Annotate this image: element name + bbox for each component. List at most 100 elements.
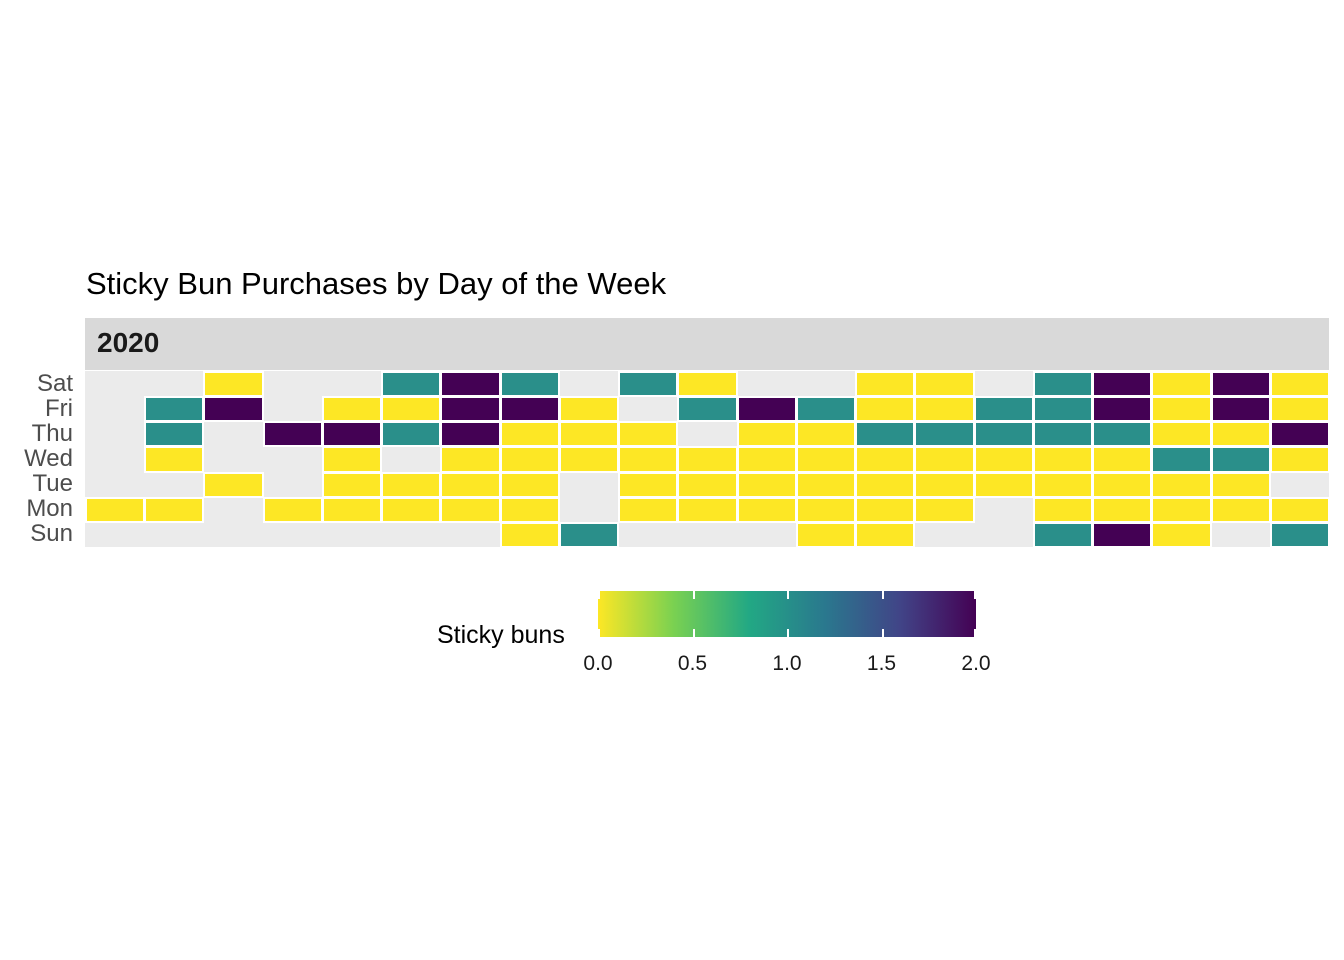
heatmap-cell bbox=[440, 421, 501, 448]
heatmap-cell bbox=[440, 496, 501, 523]
heatmap-cell bbox=[855, 396, 916, 423]
heatmap-cell bbox=[618, 471, 679, 498]
heatmap-cell bbox=[1210, 371, 1271, 398]
heatmap-cell bbox=[558, 396, 620, 423]
y-tick-label: Sun bbox=[30, 520, 73, 548]
heatmap-cell bbox=[1032, 521, 1094, 548]
heatmap-cell bbox=[381, 421, 442, 448]
heatmap-cell bbox=[618, 496, 679, 523]
heatmap-cell bbox=[914, 421, 975, 448]
heatmap-cell bbox=[618, 446, 679, 473]
heatmap-cell bbox=[1032, 396, 1094, 423]
heatmap-cell bbox=[1151, 446, 1212, 473]
heatmap-cell bbox=[1092, 496, 1153, 523]
heatmap-cell bbox=[795, 471, 857, 498]
heatmap-cell bbox=[499, 496, 560, 523]
heatmap-cell bbox=[1210, 471, 1271, 498]
heatmap-cell bbox=[1269, 496, 1330, 523]
legend-tick bbox=[881, 629, 884, 637]
heatmap-cell bbox=[914, 496, 975, 523]
legend-tick bbox=[598, 591, 600, 599]
heatmap-cell bbox=[618, 421, 679, 448]
legend-tick bbox=[974, 591, 976, 599]
heatmap-cell bbox=[499, 446, 560, 473]
heatmap-cell bbox=[855, 521, 916, 548]
heatmap-cell bbox=[855, 496, 916, 523]
heatmap-cell bbox=[558, 421, 620, 448]
y-tick-label: Sat bbox=[36, 369, 73, 397]
heatmap-cell bbox=[1092, 471, 1153, 498]
heatmap-cell bbox=[914, 471, 975, 498]
heatmap-cell bbox=[736, 396, 797, 423]
heatmap-cell bbox=[440, 446, 501, 473]
heatmap-cell bbox=[1151, 371, 1212, 398]
legend-tick-label: 0.5 bbox=[677, 652, 708, 675]
facet-label: 2020 bbox=[97, 327, 160, 358]
heatmap-cell bbox=[499, 371, 560, 398]
heatmap-cell bbox=[1151, 521, 1212, 548]
heatmap-cell bbox=[973, 471, 1034, 498]
legend-tick-label: 1.5 bbox=[866, 652, 897, 675]
heatmap-cell bbox=[144, 396, 205, 423]
heatmap-cell bbox=[321, 496, 383, 523]
heatmap-cell bbox=[203, 471, 264, 498]
legend-tick bbox=[692, 591, 695, 599]
heatmap-cell bbox=[321, 471, 383, 498]
heatmap-cell bbox=[736, 446, 797, 473]
heatmap-cell bbox=[440, 396, 501, 423]
heatmap-cell bbox=[1269, 521, 1330, 548]
legend-tick bbox=[692, 629, 695, 637]
legend-tick bbox=[598, 629, 600, 637]
heatmap-cell bbox=[1032, 371, 1094, 398]
heatmap-panel bbox=[85, 371, 1330, 548]
heatmap-cell bbox=[499, 521, 560, 548]
heatmap-cell bbox=[1151, 471, 1212, 498]
heatmap-cell bbox=[321, 446, 383, 473]
heatmap-cell bbox=[1092, 521, 1153, 548]
heatmap-cell bbox=[262, 421, 323, 448]
heatmap-cell bbox=[914, 446, 975, 473]
heatmap-cell bbox=[1210, 496, 1271, 523]
heatmap-cell bbox=[677, 371, 738, 398]
heatmap-cell bbox=[914, 371, 975, 398]
legend-tick bbox=[787, 591, 789, 599]
heatmap-cell bbox=[1032, 496, 1094, 523]
heatmap-cell bbox=[736, 496, 797, 523]
heatmap-cell bbox=[855, 421, 916, 448]
legend-title: Sticky buns bbox=[437, 621, 565, 649]
heatmap-cell bbox=[795, 396, 857, 423]
heatmap-cell bbox=[1269, 446, 1330, 473]
heatmap-cell bbox=[677, 471, 738, 498]
y-tick-label: Wed bbox=[24, 445, 73, 472]
legend-colorbar bbox=[598, 591, 976, 637]
heatmap-cell bbox=[85, 496, 146, 523]
heatmap-cell bbox=[321, 421, 383, 448]
legend-tick bbox=[787, 629, 789, 637]
heatmap-cell bbox=[558, 521, 620, 548]
heatmap-cell bbox=[1269, 421, 1330, 448]
y-tick-label: Tue bbox=[32, 470, 73, 498]
heatmap-cell bbox=[440, 371, 501, 398]
heatmap-cell bbox=[381, 371, 442, 398]
heatmap-cell bbox=[1151, 421, 1212, 448]
heatmap-cell bbox=[1151, 396, 1212, 423]
heatmap-cell bbox=[1092, 421, 1153, 448]
heatmap-cell bbox=[381, 396, 442, 423]
heatmap-cell bbox=[855, 446, 916, 473]
heatmap-cell bbox=[381, 496, 442, 523]
heatmap-cell bbox=[499, 396, 560, 423]
heatmap-cell bbox=[1032, 471, 1094, 498]
heatmap-cell bbox=[618, 371, 679, 398]
legend-tick-label: 1.0 bbox=[772, 652, 802, 675]
legend-tick-label: 0.0 bbox=[583, 652, 613, 675]
heatmap-cell bbox=[381, 471, 442, 498]
heatmap-cell bbox=[203, 371, 264, 398]
heatmap-cell bbox=[203, 396, 264, 423]
heatmap-cell bbox=[1210, 446, 1271, 473]
heatmap-cell bbox=[677, 446, 738, 473]
heatmap-cell bbox=[973, 421, 1034, 448]
heatmap-cell bbox=[144, 446, 205, 473]
heatmap-cell bbox=[1032, 421, 1094, 448]
heatmap-cell bbox=[677, 496, 738, 523]
heatmap-cell bbox=[914, 396, 975, 423]
